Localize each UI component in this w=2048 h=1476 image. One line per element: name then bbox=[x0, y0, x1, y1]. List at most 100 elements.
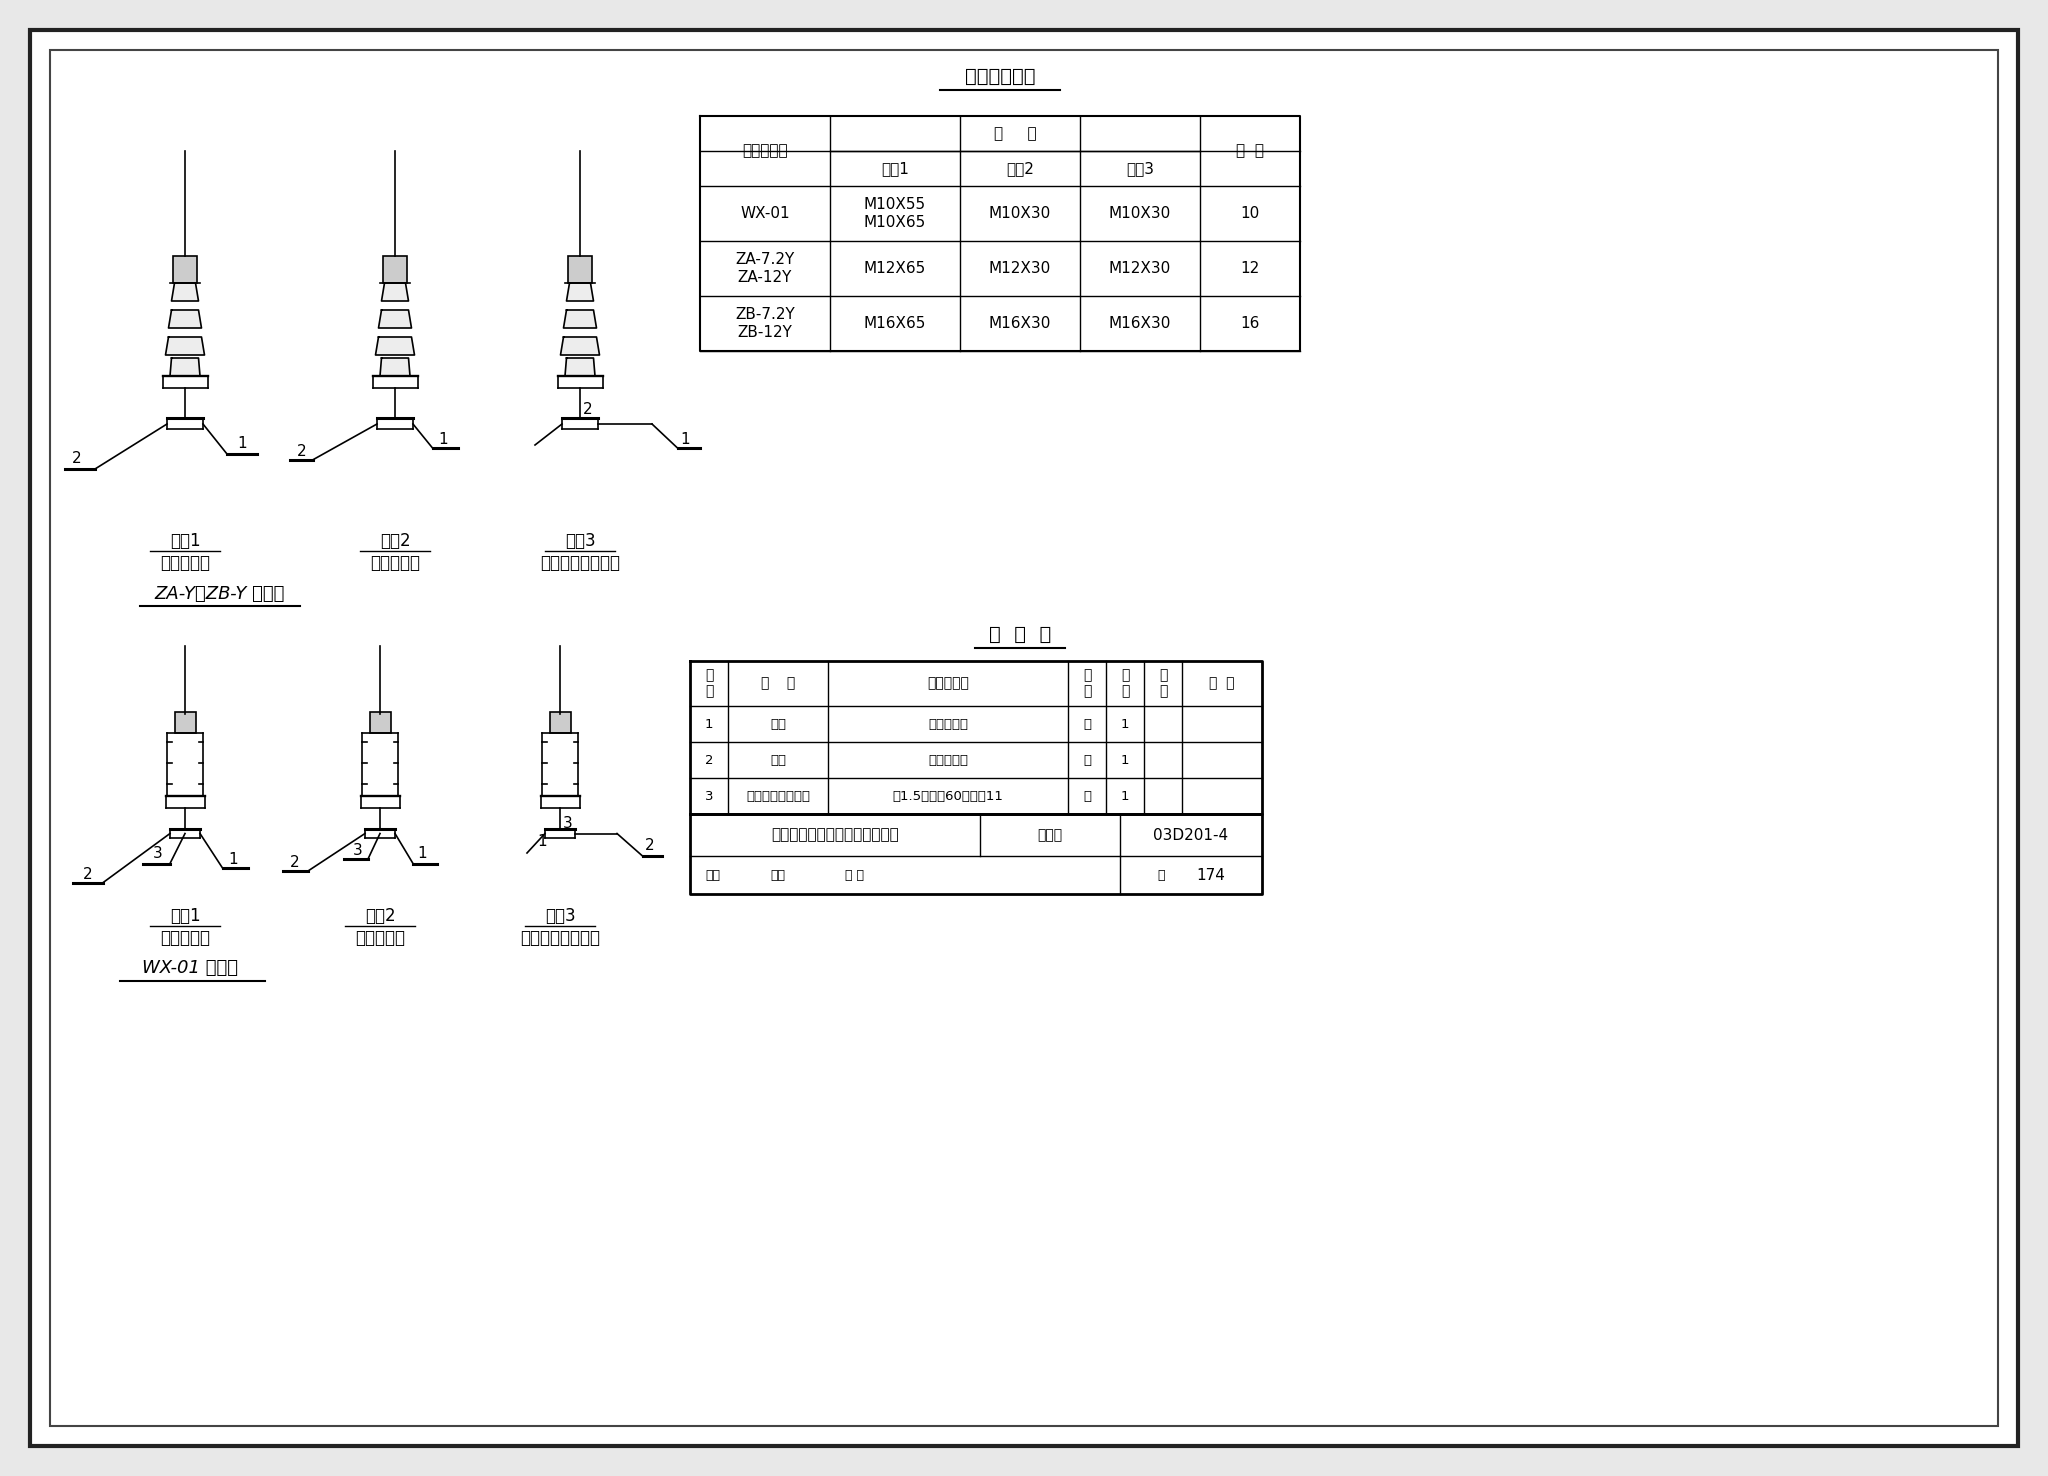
Text: 3: 3 bbox=[563, 816, 571, 831]
Text: 审核: 审核 bbox=[705, 868, 721, 881]
Text: 1: 1 bbox=[227, 852, 238, 866]
Text: 1: 1 bbox=[537, 834, 547, 849]
Text: 方式1: 方式1 bbox=[170, 906, 201, 925]
Text: M10X30: M10X30 bbox=[989, 207, 1051, 221]
Polygon shape bbox=[166, 337, 205, 356]
Text: 数
量: 数 量 bbox=[1120, 669, 1128, 698]
Text: 页
次: 页 次 bbox=[1159, 669, 1167, 698]
Text: 方式1: 方式1 bbox=[881, 161, 909, 176]
Text: 1: 1 bbox=[680, 431, 690, 447]
Text: 备  注: 备 注 bbox=[1208, 676, 1235, 691]
Polygon shape bbox=[379, 310, 412, 328]
Bar bbox=[567, 255, 592, 283]
Text: 垫圈: 垫圈 bbox=[770, 754, 786, 766]
Polygon shape bbox=[567, 283, 594, 301]
Text: 在双扁钢上: 在双扁钢上 bbox=[371, 554, 420, 573]
Text: 校对: 校对 bbox=[770, 868, 784, 881]
Text: 12: 12 bbox=[1241, 261, 1260, 276]
Text: M12X30: M12X30 bbox=[1108, 261, 1171, 276]
Polygon shape bbox=[172, 283, 199, 301]
Text: 单
位: 单 位 bbox=[1083, 669, 1092, 698]
Bar bbox=[172, 255, 197, 283]
FancyBboxPatch shape bbox=[49, 50, 1999, 1426]
Text: 垫  圈: 垫 圈 bbox=[1237, 143, 1264, 158]
Text: 1: 1 bbox=[1120, 790, 1128, 803]
Text: 2: 2 bbox=[297, 443, 307, 459]
Text: 在单角钢或槽钢上: 在单角钢或槽钢上 bbox=[520, 928, 600, 948]
Text: ZB-7.2Y
ZB-12Y: ZB-7.2Y ZB-12Y bbox=[735, 307, 795, 339]
Text: 页: 页 bbox=[1157, 868, 1165, 881]
Text: 1: 1 bbox=[418, 846, 426, 861]
Text: 在单角钢或槽钢上: 在单角钢或槽钢上 bbox=[541, 554, 621, 573]
Bar bbox=[174, 711, 195, 734]
Polygon shape bbox=[381, 359, 410, 376]
Polygon shape bbox=[170, 359, 201, 376]
Text: 方式1: 方式1 bbox=[170, 531, 201, 551]
Text: M10X55
M10X65: M10X55 M10X65 bbox=[864, 198, 926, 230]
Text: 1: 1 bbox=[1120, 717, 1128, 731]
Text: 方式3: 方式3 bbox=[1126, 161, 1153, 176]
Text: 3: 3 bbox=[352, 843, 362, 858]
Text: 方式3: 方式3 bbox=[545, 906, 575, 925]
Text: 绝缘子型号: 绝缘子型号 bbox=[741, 143, 788, 158]
Text: 户内式支柱绝缘子在支架上安装: 户内式支柱绝缘子在支架上安装 bbox=[772, 828, 899, 843]
Text: ZA-Y、ZB-Y 绝缘子: ZA-Y、ZB-Y 绝缘子 bbox=[156, 584, 285, 602]
Bar bbox=[549, 711, 571, 734]
Text: 名    称: 名 称 bbox=[762, 676, 795, 691]
Text: 见紧固件表: 见紧固件表 bbox=[928, 717, 969, 731]
Text: 个: 个 bbox=[1083, 754, 1092, 766]
Text: 螺栓: 螺栓 bbox=[770, 717, 786, 731]
Text: ZA-7.2Y
ZA-12Y: ZA-7.2Y ZA-12Y bbox=[735, 252, 795, 285]
Text: M10X30: M10X30 bbox=[1108, 207, 1171, 221]
Text: 明  细  表: 明 细 表 bbox=[989, 624, 1051, 644]
Text: M16X65: M16X65 bbox=[864, 316, 926, 331]
Text: WX-01: WX-01 bbox=[739, 207, 791, 221]
Text: 螺     栓: 螺 栓 bbox=[993, 125, 1036, 142]
Text: M16X30: M16X30 bbox=[1108, 316, 1171, 331]
Text: 个: 个 bbox=[1083, 790, 1092, 803]
Polygon shape bbox=[561, 337, 600, 356]
Text: 紧固件选择表: 紧固件选择表 bbox=[965, 66, 1034, 86]
Polygon shape bbox=[565, 359, 596, 376]
Polygon shape bbox=[563, 310, 596, 328]
Text: 方式2: 方式2 bbox=[1006, 161, 1034, 176]
Text: 03D201-4: 03D201-4 bbox=[1153, 828, 1229, 843]
Text: 1: 1 bbox=[705, 717, 713, 731]
Text: 16: 16 bbox=[1241, 316, 1260, 331]
Bar bbox=[369, 711, 391, 734]
Polygon shape bbox=[375, 337, 414, 356]
Text: 在双角钢上: 在双角钢上 bbox=[160, 554, 211, 573]
Text: 橡胶或石棉纸垫圈: 橡胶或石棉纸垫圈 bbox=[745, 790, 811, 803]
Text: 2: 2 bbox=[289, 855, 299, 869]
Text: 方式2: 方式2 bbox=[379, 531, 410, 551]
Text: 1: 1 bbox=[1120, 754, 1128, 766]
Text: 1: 1 bbox=[238, 435, 248, 452]
Text: 方式2: 方式2 bbox=[365, 906, 395, 925]
Text: 见紧固件表: 见紧固件表 bbox=[928, 754, 969, 766]
Text: 厚1.5，外径60，内径11: 厚1.5，外径60，内径11 bbox=[893, 790, 1004, 803]
Text: 型号及规格: 型号及规格 bbox=[928, 676, 969, 691]
Text: 2: 2 bbox=[584, 401, 592, 416]
Text: M16X30: M16X30 bbox=[989, 316, 1051, 331]
Text: 在双角钢上: 在双角钢上 bbox=[160, 928, 211, 948]
Text: 图集号: 图集号 bbox=[1038, 828, 1063, 841]
Text: M12X30: M12X30 bbox=[989, 261, 1051, 276]
Text: 设 计: 设 计 bbox=[846, 868, 864, 881]
Text: 174: 174 bbox=[1196, 868, 1225, 883]
Text: 在双扁钢上: 在双扁钢上 bbox=[354, 928, 406, 948]
Text: 1: 1 bbox=[438, 431, 449, 447]
Text: 3: 3 bbox=[705, 790, 713, 803]
Text: 2: 2 bbox=[705, 754, 713, 766]
Text: M12X65: M12X65 bbox=[864, 261, 926, 276]
Text: 2: 2 bbox=[72, 452, 82, 466]
Polygon shape bbox=[168, 310, 201, 328]
FancyBboxPatch shape bbox=[31, 30, 2017, 1446]
Text: 10: 10 bbox=[1241, 207, 1260, 221]
Bar bbox=[383, 255, 408, 283]
Text: 编
号: 编 号 bbox=[705, 669, 713, 698]
Text: WX-01 绝缘子: WX-01 绝缘子 bbox=[141, 959, 238, 977]
Text: 2: 2 bbox=[645, 838, 655, 853]
Polygon shape bbox=[381, 283, 408, 301]
Text: 方式3: 方式3 bbox=[565, 531, 596, 551]
Text: 2: 2 bbox=[82, 866, 92, 881]
